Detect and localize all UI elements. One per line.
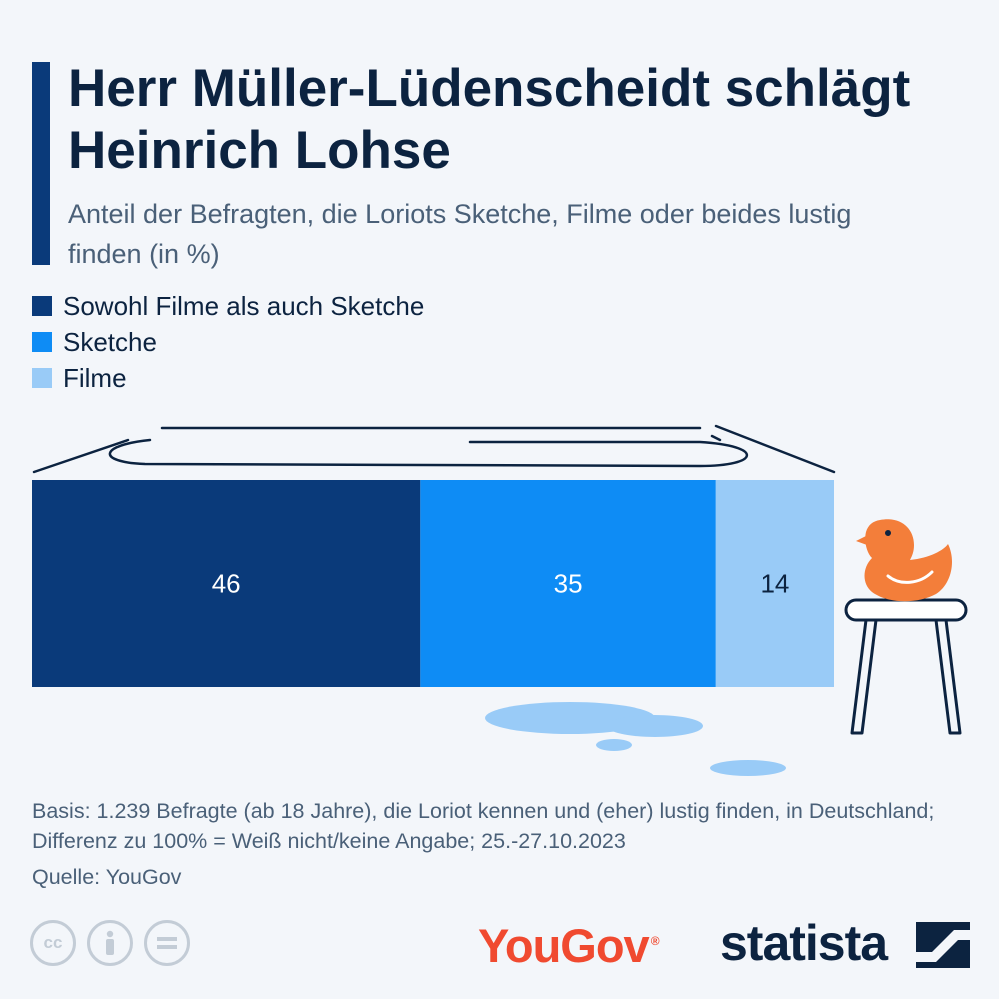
- footer-note: Basis: 1.239 Befragte (ab 18 Jahre), die…: [32, 799, 935, 853]
- bar-segment-1: [420, 480, 716, 687]
- bar-value-label-1: 35: [554, 569, 583, 599]
- bar-value-label-0: 46: [212, 569, 241, 599]
- nd-equals-icon[interactable]: [144, 920, 190, 966]
- legend-swatch-both: [32, 296, 52, 316]
- bar-segment-2: [715, 480, 834, 687]
- yougov-logo[interactable]: YouGov ®: [478, 918, 660, 973]
- water-puddle: [485, 702, 786, 776]
- yougov-logo-text: YouGov: [478, 919, 650, 972]
- legend-item-both: Sowohl Filme als auch Sketche: [32, 288, 424, 324]
- yougov-registered-mark: ®: [650, 934, 660, 949]
- legend-swatch-filme: [32, 368, 52, 388]
- title-accent-bar: [32, 62, 50, 265]
- legend-label-sketche: Sketche: [63, 326, 157, 357]
- bar-segment-0: [32, 480, 421, 687]
- statista-logo[interactable]: statista: [720, 915, 888, 971]
- chart-legend: Sowohl Filme als auch Sketche Sketche Fi…: [32, 288, 424, 396]
- legend-item-filme: Filme: [32, 360, 424, 396]
- rubber-duck-icon: [856, 519, 952, 602]
- legend-item-sketche: Sketche: [32, 324, 424, 360]
- page-subtitle: Anteil der Befragten, die Loriots Sketch…: [68, 199, 852, 269]
- page-title: Herr Müller-Lüdenscheidt schlägt Heinric…: [68, 59, 911, 180]
- legend-label-both: Sowohl Filme als auch Sketche: [63, 290, 425, 321]
- statista-logo-icon: [916, 922, 970, 968]
- license-icons: cc: [30, 920, 190, 966]
- bar-stack: 46 35 14: [32, 480, 834, 687]
- bar-value-label-2: 14: [760, 569, 789, 599]
- legend-swatch-sketche: [32, 332, 52, 352]
- footer-source: Quelle: YouGov: [32, 865, 182, 889]
- legend-label-filme: Filme: [63, 362, 127, 393]
- by-person-icon[interactable]: [87, 920, 133, 966]
- bathtub-illustration: [32, 424, 836, 474]
- stool-icon: [844, 598, 968, 735]
- cc-icon[interactable]: cc: [30, 920, 76, 966]
